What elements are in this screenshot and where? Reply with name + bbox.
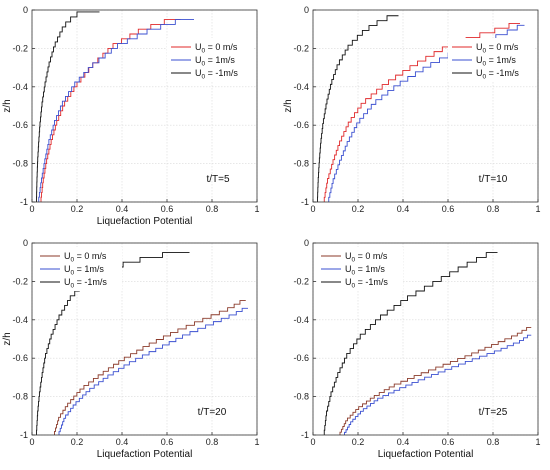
x-tick-label: 0.8 <box>487 204 500 214</box>
y-tick-label: -0.8 <box>12 159 28 169</box>
axes-frame <box>312 9 539 203</box>
y-tick-label: 0 <box>304 238 309 248</box>
y-tick-label: -1 <box>301 430 309 440</box>
x-tick-label: 1 <box>254 437 259 447</box>
legend-entry-2: U0 = 1m/s <box>195 55 235 68</box>
x-tick-label: 0.4 <box>116 437 129 447</box>
x-axis-label: Liquefaction Potential <box>97 216 193 227</box>
series-line-1 <box>54 300 246 435</box>
series-line-2 <box>344 334 532 435</box>
legend: U0 = 0 m/sU0 = 1m/sU0 = -1m/s <box>448 38 534 82</box>
chart-panel-4: 0 0.2 0.4 0.6 0.8 1 0 -0.2 -0.4 -0.6 -0.8 -1 Liquefa… <box>293 238 540 460</box>
legend: U0 = 0 m/sU0 = 1m/sU0 = -1m/s <box>36 247 122 291</box>
series-line-1 <box>323 22 520 202</box>
time-annotation: t/T=20 <box>198 407 227 418</box>
x-tick-label: 0 <box>29 437 34 447</box>
series-line-1 <box>40 19 181 202</box>
x-tick-label: 1 <box>254 204 259 214</box>
legend-entry-1: U0 = 0 m/s <box>64 251 107 264</box>
series-line-2 <box>58 307 248 435</box>
x-tick-label: 0.2 <box>71 204 84 214</box>
x-tick-label: 0.4 <box>397 204 410 214</box>
x-tick-label: 0.8 <box>206 437 219 447</box>
y-tick-label: -0.4 <box>293 82 309 92</box>
y-tick-label: -0.4 <box>12 82 28 92</box>
x-tick-label: 0.8 <box>206 204 219 214</box>
legend-entry-2: U0 = 1m/s <box>345 264 385 277</box>
legend-entry-1: U0 = 0 m/s <box>345 251 388 264</box>
x-tick-label: 0.6 <box>442 204 455 214</box>
y-tick-label: -1 <box>301 197 309 207</box>
series-line-2 <box>38 19 194 202</box>
x-tick-label: 0.4 <box>116 204 129 214</box>
legend-entry-3: U0 = -1m/s <box>64 277 107 290</box>
legend-entry-3: U0 = -1m/s <box>195 68 238 81</box>
time-annotation: t/T=10 <box>479 174 508 185</box>
series-line-3 <box>323 252 498 435</box>
legend-entry-3: U0 = -1m/s <box>345 277 388 290</box>
y-tick-label: -0.6 <box>12 353 28 363</box>
series-line-3 <box>36 11 100 202</box>
y-tick-label: 0 <box>23 238 28 248</box>
chart-panel-1: 0 0.2 0.4 0.6 0.8 1 0 -0.2 -0.4 -0.6 -0.8 -1 Liquefa… <box>2 5 260 227</box>
y-axis-label: z/h <box>283 99 294 112</box>
x-tick-label: 0 <box>310 437 315 447</box>
legend-entry-1: U0 = 0 m/s <box>476 42 519 55</box>
x-tick-label: 0.2 <box>71 437 84 447</box>
y-tick-label: -1 <box>20 430 28 440</box>
chart-panel-2: 0 0.2 0.4 0.6 0.8 1 0 -0.2 -0.4 -0.6 -0.8 -1 z/h t/T=… <box>283 5 541 214</box>
y-tick-label: -0.8 <box>293 159 309 169</box>
y-tick-label: -0.8 <box>293 392 309 402</box>
legend-entry-3: U0 = -1m/s <box>476 68 519 81</box>
axes-frame <box>31 242 258 436</box>
chart-panel-3: 0 0.2 0.4 0.6 0.8 1 0 -0.2 -0.4 -0.6 -0.8 -1 Liquefa… <box>2 238 260 460</box>
series-line-3 <box>317 15 399 202</box>
y-tick-label: 0 <box>23 5 28 15</box>
y-tick-label: -0.6 <box>293 120 309 130</box>
y-tick-label: -0.4 <box>12 315 28 325</box>
x-tick-label: 1 <box>535 437 540 447</box>
x-tick-label: 0.6 <box>161 437 174 447</box>
x-tick-label: 0 <box>310 204 315 214</box>
time-annotation: t/T=25 <box>479 407 508 418</box>
axes-frame <box>31 9 258 203</box>
x-tick-label: 0.6 <box>161 204 174 214</box>
x-tick-label: 0.8 <box>487 437 500 447</box>
y-tick-label: -0.8 <box>12 392 28 402</box>
x-tick-label: 0.2 <box>352 204 365 214</box>
x-tick-label: 0.6 <box>442 437 455 447</box>
y-axis-label: z/h <box>2 99 13 112</box>
legend: U0 = 0 m/sU0 = 1m/sU0 = -1m/s <box>317 247 403 291</box>
axes-frame <box>312 242 539 436</box>
legend-entry-1: U0 = 0 m/s <box>195 42 238 55</box>
legend-entry-2: U0 = 1m/s <box>64 264 104 277</box>
x-axis-label: Liquefaction Potential <box>97 449 193 460</box>
x-tick-label: 0.4 <box>397 437 410 447</box>
series-line-1 <box>339 327 532 435</box>
x-axis-label: Liquefaction Potential <box>378 449 474 460</box>
legend: U0 = 0 m/sU0 = 1m/sU0 = -1m/s <box>167 38 253 82</box>
legend-entry-2: U0 = 1m/s <box>476 55 516 68</box>
y-tick-label: -0.4 <box>293 315 309 325</box>
x-tick-label: 1 <box>535 204 540 214</box>
y-tick-label: 0 <box>304 5 309 15</box>
y-axis-label: z/h <box>2 332 13 345</box>
y-tick-label: -0.2 <box>12 43 28 53</box>
y-tick-label: -0.2 <box>12 276 28 286</box>
y-tick-label: -0.2 <box>293 43 309 53</box>
y-tick-label: -0.6 <box>293 353 309 363</box>
x-tick-label: 0 <box>29 204 34 214</box>
y-tick-label: -0.2 <box>293 276 309 286</box>
time-annotation: t/T=5 <box>206 174 230 185</box>
y-tick-label: -0.6 <box>12 120 28 130</box>
x-tick-label: 0.2 <box>352 437 365 447</box>
y-tick-label: -1 <box>20 197 28 207</box>
